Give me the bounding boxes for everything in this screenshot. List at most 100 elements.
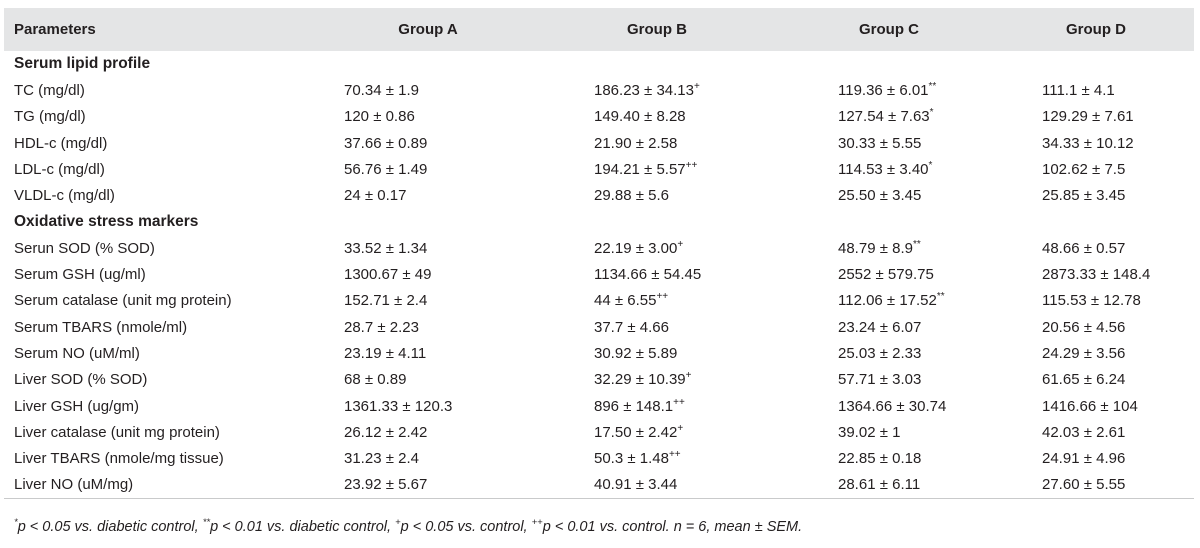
- table-row: Liver catalase (unit mg protein) 26.12 ± …: [4, 419, 1194, 445]
- value-cell: 40.91 ± 3.44: [534, 471, 780, 500]
- row-label: Liver GSH (ug/gm): [14, 397, 140, 415]
- value-text: 61.65 ± 6.24: [1042, 371, 1126, 389]
- value-text: 24.91 ± 4.96: [1042, 450, 1126, 468]
- footnote-marker: +: [395, 517, 401, 528]
- value-text: 27.60 ± 5.55: [1042, 476, 1126, 494]
- value-cell: 149.40 ± 8.28: [534, 104, 780, 130]
- row-label: TG (mg/dl): [14, 108, 86, 126]
- value-text: 1416.66 ± 104: [1042, 397, 1138, 415]
- value-cell: 896 ± 148.1++: [534, 393, 780, 419]
- value-cell: 129.29 ± 7.61: [998, 104, 1194, 130]
- value-cell: 37.66 ± 0.89: [322, 130, 534, 156]
- value-cell: 30.92 ± 5.89: [534, 340, 780, 366]
- footnote-text: p < 0.05 vs. control,: [400, 519, 532, 535]
- data-table-container: Parameters Group A Group B Group C Group…: [0, 8, 1200, 500]
- table-body: Serum lipid profile TC (mg/dl) 70.34 ± 1.9…: [4, 51, 1194, 500]
- value-text: 31.23 ± 2.4: [344, 450, 419, 468]
- value-text: 29.88 ± 5.6: [594, 187, 669, 205]
- value-text: 115.53 ± 12.78: [1042, 292, 1141, 310]
- value-cell: 24.91 ± 4.96: [998, 445, 1194, 471]
- value-text: 70.34 ± 1.9: [344, 81, 419, 99]
- value-cell: 39.02 ± 1: [780, 419, 998, 445]
- table-row: Serun SOD (% SOD) 33.52 ± 1.34 22.19 ± 3.0…: [4, 235, 1194, 261]
- significance-marker: +: [677, 422, 684, 434]
- value-cell: 24 ± 0.17: [322, 182, 534, 208]
- value-cell: 1300.67 ± 49: [322, 261, 534, 287]
- value-cell: 1361.33 ± 120.3: [322, 393, 534, 419]
- table-footnote: *p < 0.05 vs. diabetic control, **p < 0.…: [14, 517, 803, 535]
- value-text: 22.85 ± 0.18: [838, 450, 922, 468]
- row-label: Liver SOD (% SOD): [14, 371, 148, 389]
- value-text: 25.85 ± 3.45: [1042, 187, 1126, 205]
- value-text: 120 ± 0.86: [344, 108, 415, 126]
- significance-marker: *: [929, 107, 934, 119]
- table-row: Liver SOD (% SOD) 68 ± 0.89 32.29 ± 10.39+…: [4, 367, 1194, 393]
- footnote-text: p < 0.01 vs. control. n = 6, mean ± SEM.: [542, 519, 803, 535]
- significance-marker: ++: [668, 449, 681, 461]
- value-cell: 24.29 ± 3.56: [998, 340, 1194, 366]
- value-text: 48.66 ± 0.57: [1042, 239, 1126, 257]
- value-text: 20.56 ± 4.56: [1042, 318, 1126, 336]
- row-label: HDL-c (mg/dl): [14, 134, 108, 152]
- table-row: Serum catalase (unit mg protein) 152.71 ±…: [4, 288, 1194, 314]
- value-cell: 23.92 ± 5.67: [322, 471, 534, 500]
- value-cell: 70.34 ± 1.9: [322, 77, 534, 103]
- value-cell: 22.85 ± 0.18: [780, 445, 998, 471]
- value-text: 194.21 ± 5.57: [594, 160, 686, 178]
- row-label: Liver TBARS (nmole/mg tissue): [14, 450, 224, 468]
- value-text: 37.66 ± 0.89: [344, 134, 428, 152]
- significance-marker: **: [912, 238, 921, 250]
- value-text: 39.02 ± 1: [838, 423, 901, 441]
- value-text: 34.33 ± 10.12: [1042, 134, 1134, 152]
- value-text: 42.03 ± 2.61: [1042, 423, 1126, 441]
- value-cell: 42.03 ± 2.61: [998, 419, 1194, 445]
- value-cell: 44 ± 6.55++: [534, 288, 780, 314]
- significance-marker: +: [693, 80, 700, 92]
- value-text: 25.03 ± 2.33: [838, 344, 922, 362]
- footnote-marker: **: [202, 517, 211, 528]
- significance-marker: **: [928, 80, 937, 92]
- value-text: 2873.33 ± 148.4: [1042, 266, 1151, 284]
- value-cell: 112.06 ± 17.52**: [780, 288, 998, 314]
- value-cell: 57.71 ± 3.03: [780, 367, 998, 393]
- value-cell: 48.66 ± 0.57: [998, 235, 1194, 261]
- value-text: 33.52 ± 1.34: [344, 239, 428, 257]
- value-text: 26.12 ± 2.42: [344, 423, 428, 441]
- value-text: 22.19 ± 3.00: [594, 239, 678, 257]
- value-cell: 1364.66 ± 30.74: [780, 393, 998, 419]
- value-text: 30.92 ± 5.89: [594, 344, 678, 362]
- section-row: Serum lipid profile: [4, 51, 1194, 77]
- significance-marker: ++: [656, 291, 669, 303]
- table-row: Liver GSH (ug/gm) 1361.33 ± 120.3 896 ± 14…: [4, 393, 1194, 419]
- value-text: 1361.33 ± 120.3: [344, 397, 453, 415]
- value-text: 186.23 ± 34.13: [594, 81, 694, 99]
- value-cell: 21.90 ± 2.58: [534, 130, 780, 156]
- value-cell: 115.53 ± 12.78: [998, 288, 1194, 314]
- value-text: 152.71 ± 2.4: [344, 292, 428, 310]
- value-cell: 22.19 ± 3.00+: [534, 235, 780, 261]
- significance-marker: ++: [673, 396, 685, 408]
- table-row: LDL-c (mg/dl) 56.76 ± 1.49 194.21 ± 5.57++…: [4, 156, 1194, 182]
- value-text: 23.24 ± 6.07: [838, 318, 922, 336]
- value-cell: 1134.66 ± 54.45: [534, 261, 780, 287]
- significance-marker: +: [685, 370, 692, 382]
- value-text: 127.54 ± 7.63: [838, 108, 930, 126]
- value-cell: 50.3 ± 1.48++: [534, 445, 780, 471]
- value-text: 30.33 ± 5.55: [838, 134, 922, 152]
- value-cell: 32.29 ± 10.39+: [534, 367, 780, 393]
- value-text: 24 ± 0.17: [344, 187, 407, 205]
- value-text: 112.06 ± 17.52: [838, 292, 937, 310]
- row-label: Liver NO (uM/mg): [4, 471, 322, 500]
- value-cell: 120 ± 0.86: [322, 104, 534, 130]
- value-cell: 102.62 ± 7.5: [998, 156, 1194, 182]
- header-parameters: Parameters: [14, 21, 96, 38]
- section-title: Oxidative stress markers: [14, 212, 199, 230]
- value-text: 111.1 ± 4.1: [1042, 81, 1115, 99]
- value-cell: 186.23 ± 34.13+: [534, 77, 780, 103]
- data-table: Parameters Group A Group B Group C Group…: [4, 8, 1194, 500]
- value-cell: 1416.66 ± 104: [998, 393, 1194, 419]
- header-row: Parameters Group A Group B Group C Group…: [4, 8, 1194, 51]
- table-row: HDL-c (mg/dl) 37.66 ± 0.89 21.90 ± 2.58 30.…: [4, 130, 1194, 156]
- value-text: 896 ± 148.1: [594, 397, 674, 415]
- significance-marker: +: [677, 238, 684, 250]
